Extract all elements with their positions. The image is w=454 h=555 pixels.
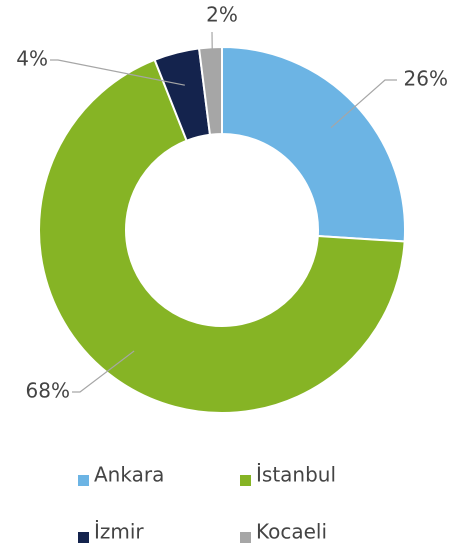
legend-swatch xyxy=(78,475,89,486)
leader-line xyxy=(211,31,214,81)
legend-swatch xyxy=(78,532,89,543)
leader-line xyxy=(330,79,397,129)
legend-swatch xyxy=(240,532,251,543)
donut-slice xyxy=(221,45,406,243)
leader-line xyxy=(72,350,135,393)
data-label: 26% xyxy=(404,67,448,91)
legend-label: Kocaeli xyxy=(256,520,327,544)
data-label: 4% xyxy=(16,47,48,71)
data-label: 68% xyxy=(26,379,70,403)
data-label: 2% xyxy=(206,3,238,27)
legend-swatch xyxy=(240,475,251,486)
legend-label: İzmir xyxy=(94,520,144,544)
donut-slice xyxy=(197,45,223,136)
legend-label: Ankara xyxy=(94,463,164,487)
legend-label: İstanbul xyxy=(256,463,336,487)
donut-slice xyxy=(38,58,406,414)
leader-line xyxy=(50,59,185,86)
